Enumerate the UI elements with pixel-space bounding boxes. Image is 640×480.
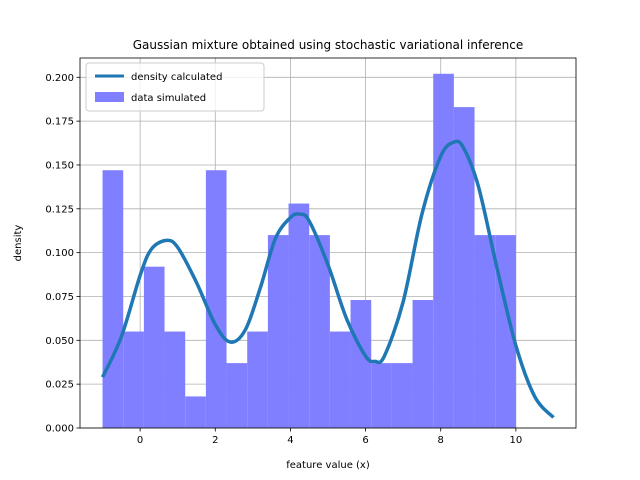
density-curve — [100, 139, 555, 419]
legend: density calculated data simulated — [85, 62, 265, 112]
histogram-bar — [433, 73, 454, 429]
histogram-bar — [288, 203, 310, 428]
y-tick-label: 0.125 — [45, 204, 74, 215]
histogram-bar — [329, 331, 351, 428]
y-tick-label: 0.200 — [45, 73, 74, 84]
x-axis-label: feature value (x) — [286, 460, 370, 471]
histogram-bar — [453, 107, 475, 429]
y-tick-label: 0.150 — [45, 160, 74, 171]
histogram-bar — [164, 331, 186, 428]
density-curve-layer — [100, 139, 555, 419]
x-tick-label: 0 — [137, 435, 143, 446]
histogram-bar — [267, 235, 289, 428]
histogram-bar — [102, 170, 124, 429]
chart-title: Gaussian mixture obtained using stochast… — [133, 38, 523, 52]
x-tick-label: 2 — [212, 435, 218, 446]
histogram-bar — [371, 363, 392, 428]
histogram-bar — [123, 331, 144, 428]
y-tick-label: 0.025 — [45, 380, 74, 391]
histogram-bar — [185, 396, 206, 428]
y-tick-label: 0.075 — [45, 292, 74, 303]
histogram-bar — [143, 266, 165, 428]
x-tick-label: 10 — [510, 435, 523, 446]
y-axis-label: density — [13, 225, 24, 262]
histogram-bar — [412, 299, 434, 428]
histogram-bar — [391, 363, 413, 428]
x-tick-label: 6 — [362, 435, 368, 446]
histogram-bars — [102, 73, 516, 429]
histogram-bar — [474, 235, 496, 428]
x-tick-label: 4 — [287, 435, 293, 446]
plot-area-frame — [79, 57, 577, 429]
y-tick-label: 0.100 — [45, 248, 74, 259]
y-tick-label: 0.000 — [45, 424, 74, 435]
x-tick-label: 8 — [438, 435, 444, 446]
axis-ticks: 0 2 4 6 8 10 0.000 0.025 0.050 0.075 0.100 0.125 0.1… — [45, 73, 522, 446]
y-tick-label: 0.050 — [45, 336, 74, 347]
legend-density-label: density calculated — [131, 72, 222, 83]
histogram-bar — [205, 170, 227, 429]
histogram-bar — [247, 331, 268, 428]
histogram-bar — [350, 299, 372, 428]
histogram-bar — [309, 235, 330, 428]
y-tick-label: 0.175 — [45, 117, 74, 128]
legend-histogram-label: data simulated — [131, 93, 206, 104]
legend-histogram-swatch — [95, 92, 124, 102]
histogram-bar — [226, 363, 248, 428]
legend-frame — [85, 62, 265, 112]
